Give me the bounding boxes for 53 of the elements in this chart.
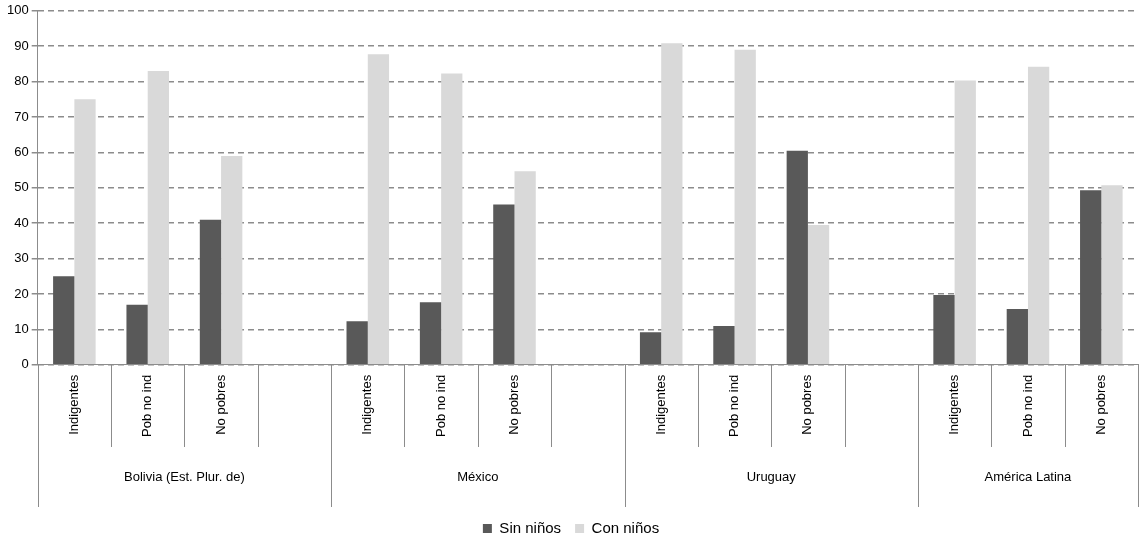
bar [1006,308,1028,365]
x-tick-label: Indigentes [65,374,81,435]
x-tick-label: No pobres [1092,374,1108,435]
y-tick-label: 70 [14,108,29,124]
bar [367,54,390,365]
y-tick-label: 0 [21,356,29,372]
bar [514,171,536,365]
legend-label: Con niños [591,518,660,536]
x-tick-label: No pobres [506,374,522,435]
bar [126,304,148,365]
text: Bolivia (Est. Plur. de) [124,468,245,484]
bar [199,219,222,365]
legend-label: Sin niños [499,518,562,536]
x-tick-label: Pob no ind [726,374,742,438]
x-tick-label: Pob no ind [1019,374,1035,438]
bar [1027,66,1050,365]
bar [1101,185,1123,365]
x-tick-label: Pob no ind [139,374,155,438]
bar [661,43,683,365]
bar [419,302,442,365]
text: Uruguay [746,468,797,484]
y-tick-label: 30 [14,250,29,266]
text: México [457,468,499,484]
bar [493,204,515,365]
bar [53,276,75,365]
x-tick-label: No pobres [799,374,815,435]
bar [441,73,463,365]
text: América Latina [984,468,1073,484]
y-tick-label: 100 [6,2,29,18]
bar [147,70,169,365]
bar [954,80,976,365]
y-tick-label: 60 [14,143,29,159]
y-tick-label: 10 [14,321,29,337]
y-tick-label: 20 [14,285,29,301]
x-tick-label: Indigentes [652,374,668,435]
x-tick-label: No pobres [212,374,228,435]
y-tick-label: 40 [14,214,29,230]
bar [713,325,735,365]
x-tick-label: Pob no ind [432,374,448,438]
bar [807,224,830,365]
y-tick-label: 80 [14,73,29,89]
bar [734,49,756,365]
bar [1080,190,1102,365]
y-tick-label: 50 [14,179,29,195]
bar [221,155,243,365]
bar [639,332,662,365]
x-tick-label: Indigentes [946,374,962,435]
bar [786,150,808,365]
bar [74,99,96,365]
y-tick-label: 90 [14,37,29,53]
bar [346,321,368,365]
x-tick-label: Indigentes [359,374,375,435]
bar [933,295,955,365]
